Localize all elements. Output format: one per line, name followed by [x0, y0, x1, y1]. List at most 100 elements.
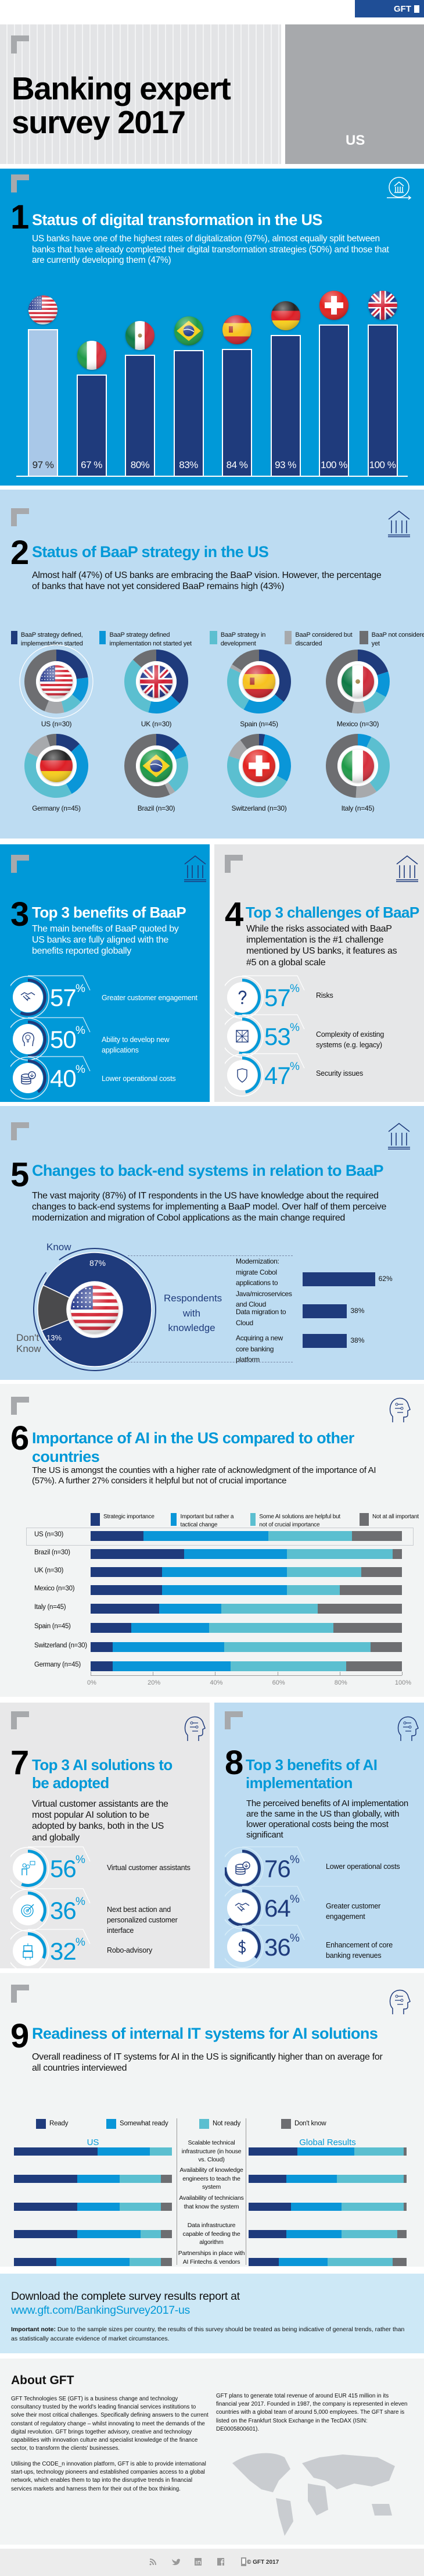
- bar-segment: [91, 1623, 131, 1633]
- stat-label: Enhancement of core banking revenues: [326, 1941, 393, 1960]
- bar-segment: [14, 2147, 98, 2156]
- dont-know-label: Don't Know: [16, 1332, 41, 1354]
- donut-segment: [71, 677, 88, 702]
- bar-segment: [91, 1531, 144, 1541]
- bar-segment: [231, 1661, 346, 1671]
- donut-segment: [355, 782, 377, 798]
- flag-it-icon: [77, 340, 106, 370]
- bar-mexico: 80%: [125, 355, 155, 476]
- corner-mark: [11, 1397, 29, 1415]
- global-column-header: Global Results: [299, 2138, 356, 2147]
- donut-segment: [259, 734, 265, 746]
- progress-arc: [239, 1018, 261, 1055]
- progress-arc: [28, 1892, 46, 1922]
- x-tick-label: 100%: [394, 1679, 412, 1686]
- linkedin-icon[interactable]: [194, 2557, 203, 2566]
- stat-unit: %: [290, 983, 300, 995]
- donut-segment: [326, 734, 358, 798]
- question-mark-icon: [233, 988, 251, 1007]
- bar-segment: [14, 2230, 77, 2238]
- row-label: Germany (n=45): [34, 1661, 81, 1668]
- section-text: US banks have one of the highest rates o…: [32, 234, 389, 266]
- bar-segment: [14, 2203, 77, 2211]
- twitter-icon[interactable]: [171, 2557, 180, 2566]
- bar-segment: [184, 1549, 287, 1559]
- flag-es-icon: [222, 315, 251, 344]
- stat-value: 76: [264, 1855, 291, 1882]
- bar-segment: [129, 2258, 161, 2266]
- stat-label: Lower operational costs: [102, 1075, 176, 1083]
- bar-segment: [327, 2258, 393, 2266]
- bar-switzerland: 100 %: [319, 324, 349, 476]
- respondents-label: Respondents with knowledge: [164, 1293, 222, 1333]
- donut-segment: [243, 694, 284, 713]
- stat-item: 57% Risks: [214, 974, 424, 1021]
- bar-segment: [160, 2175, 172, 2183]
- mobile-icon[interactable]: [239, 2557, 248, 2566]
- bar-segment: [160, 2203, 172, 2211]
- dotted-line-top: [128, 1255, 293, 1256]
- bar-segment: [91, 1549, 184, 1559]
- legend-swatch: [99, 631, 106, 644]
- legend-swatch: [281, 2119, 291, 2129]
- note-text: Due to the sample sizes per country, the…: [11, 2326, 405, 2343]
- corner-mark: [11, 855, 29, 873]
- bar-italy: 67 %: [76, 374, 107, 476]
- section-number: 9: [10, 2017, 29, 2055]
- digitalization-bar-chart: 97 % 67 % 80% 83% 84 % 93 % 100 % 100 %: [0, 169, 424, 486]
- legend-swatch: [11, 631, 17, 644]
- bar-segment: [249, 2175, 287, 2183]
- donut-segment: [358, 734, 372, 748]
- bar-value-label: 93 %: [275, 459, 296, 470]
- ai-head-icon: [389, 1989, 411, 2014]
- donut-segment: [24, 752, 72, 798]
- section-title: Top 3 benefits of AI implementation: [246, 1756, 378, 1792]
- flag-es-icon: [243, 665, 275, 698]
- stat-label: Lower operational costs: [326, 1863, 400, 1871]
- download-section: Download the complete survey results rep…: [0, 2274, 424, 2353]
- download-link[interactable]: www.gft.com/BankingSurvey2017-us: [11, 2304, 190, 2317]
- x-axis: [91, 1675, 402, 1676]
- stat-value: 36: [50, 1897, 77, 1924]
- bar-segment: [91, 1642, 113, 1652]
- rss-icon[interactable]: [149, 2557, 157, 2566]
- bar-segment: [160, 2230, 172, 2238]
- stat-unit: %: [76, 1936, 85, 1949]
- bar-segment: [286, 2175, 337, 2183]
- stacked-bar: [91, 1642, 402, 1652]
- dont-know-value: 13%: [46, 1333, 62, 1342]
- stat-value: 64: [264, 1894, 291, 1922]
- progress-ring: [10, 1017, 91, 1061]
- bar-segment: [91, 1604, 159, 1614]
- legend-item: Strategic importance: [91, 1513, 160, 1526]
- donut-segment: [259, 650, 291, 702]
- bar-segment: [143, 1531, 268, 1541]
- legend-swatch: [360, 1513, 369, 1526]
- bar-segment: [131, 1623, 209, 1633]
- bar-segment: [371, 1642, 402, 1652]
- section-text: While the risks associated with BaaP imp…: [246, 924, 397, 968]
- donut-segment: [326, 650, 358, 713]
- bar-segment: [77, 2175, 120, 2183]
- donut-segment: [148, 695, 180, 713]
- download-heading: Download the complete survey results rep…: [11, 2290, 240, 2303]
- bar-segment: [291, 2203, 342, 2211]
- change-label: Modernization: migrate Cobol application…: [236, 1257, 292, 1309]
- x-tick-label: 60%: [272, 1679, 285, 1686]
- logo-square-icon: [414, 5, 419, 13]
- legend-label: Don't know: [294, 2120, 326, 2127]
- stat-value: 56: [50, 1855, 77, 1882]
- donut-label: Italy (n=45): [341, 804, 375, 812]
- facebook-icon[interactable]: [217, 2557, 225, 2566]
- bar-germany: 93 %: [270, 335, 301, 476]
- copyright: © GFT 2017: [247, 2559, 279, 2566]
- donut-segment: [240, 734, 259, 750]
- bar-segment: [403, 2147, 407, 2156]
- donut-segment: [156, 734, 180, 752]
- change-bar-value: 38%: [350, 1336, 365, 1344]
- bar-value-label: 97 %: [32, 459, 54, 470]
- flag-ch-icon: [319, 291, 348, 320]
- gft-logo[interactable]: GFT: [355, 0, 424, 17]
- flag-us-icon: [40, 665, 73, 698]
- donut-segment: [362, 691, 386, 713]
